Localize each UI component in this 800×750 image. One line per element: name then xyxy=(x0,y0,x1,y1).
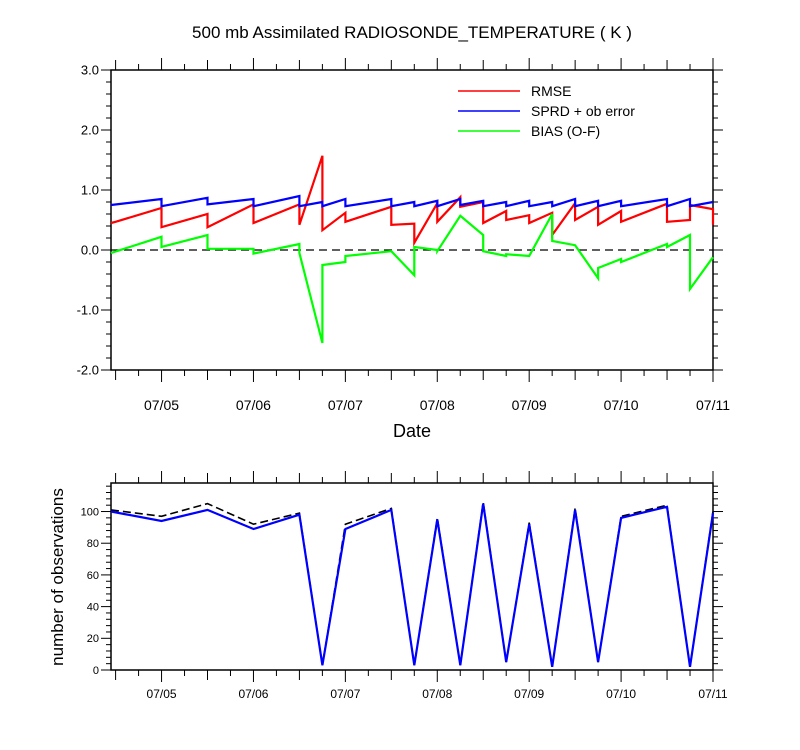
top-plot-area: -2.0 -1.0 0.0 1.0 2.0 3.0 07/05 07/06 07/07 07/08… xyxy=(77,58,730,413)
legend-entry: SPRD + ob error xyxy=(531,103,635,119)
chart-title: 500 mb Assimilated RADIOSONDE_TEMPERATUR… xyxy=(192,23,632,42)
x-axis-label: Date xyxy=(393,421,431,441)
x-tick-label: 07/09 xyxy=(512,397,547,413)
x-tick-label: 07/10 xyxy=(604,397,639,413)
legend: RMSE SPRD + ob error BIAS (O-F) xyxy=(458,83,635,139)
y-tick-label: 60 xyxy=(87,570,99,582)
legend-entry: BIAS (O-F) xyxy=(531,123,600,139)
axis-ticks xyxy=(101,471,723,682)
x-tick-label: 07/06 xyxy=(236,397,271,413)
y-tick-label: 3.0 xyxy=(81,63,99,78)
series-line-sprd-ob-error xyxy=(110,194,714,208)
top-panel: 500 mb Assimilated RADIOSONDE_TEMPERATUR… xyxy=(77,23,731,441)
y-tick-label: 0.0 xyxy=(81,243,99,258)
x-tick-label: 07/09 xyxy=(514,687,544,701)
series-line-bias-o-f xyxy=(110,213,714,344)
y-tick-label: 0 xyxy=(93,665,99,677)
x-tick-label: 07/07 xyxy=(328,397,363,413)
y-tick-label: 2.0 xyxy=(81,123,99,138)
y-tick-label: 20 xyxy=(87,633,99,645)
y-tick-label: 100 xyxy=(81,506,99,518)
y-tick-label: 40 xyxy=(87,601,99,613)
x-tick-label: 07/05 xyxy=(144,397,179,413)
y-tick-label: 1.0 xyxy=(81,183,99,198)
x-tick-label: 07/05 xyxy=(147,687,177,701)
y-tick-label: -1.0 xyxy=(77,303,99,318)
axis-ticks xyxy=(101,58,723,382)
x-tick-label: 07/08 xyxy=(420,397,455,413)
x-tick-label: 07/11 xyxy=(698,687,727,701)
x-tick-label: 07/07 xyxy=(330,687,360,701)
bottom-panel: 0 20 40 60 80 100 07/05 07/06 07/07 07/08 07/09 07/… xyxy=(48,471,728,701)
y-tick-label: 80 xyxy=(87,538,99,550)
series-line-assimilated xyxy=(110,503,715,667)
x-tick-label: 07/08 xyxy=(422,687,452,701)
x-tick-label: 07/10 xyxy=(606,687,636,701)
y-axis-label: number of observations xyxy=(48,488,67,666)
y-tick-label: -2.0 xyxy=(77,363,99,378)
plot-frame xyxy=(110,482,714,671)
bottom-plot-area: 0 20 40 60 80 100 07/05 07/06 07/07 07/08 07/09 07/… xyxy=(81,471,728,701)
legend-entry: RMSE xyxy=(531,83,571,99)
x-tick-label: 07/06 xyxy=(238,687,268,701)
x-tick-label: 07/11 xyxy=(696,397,730,413)
